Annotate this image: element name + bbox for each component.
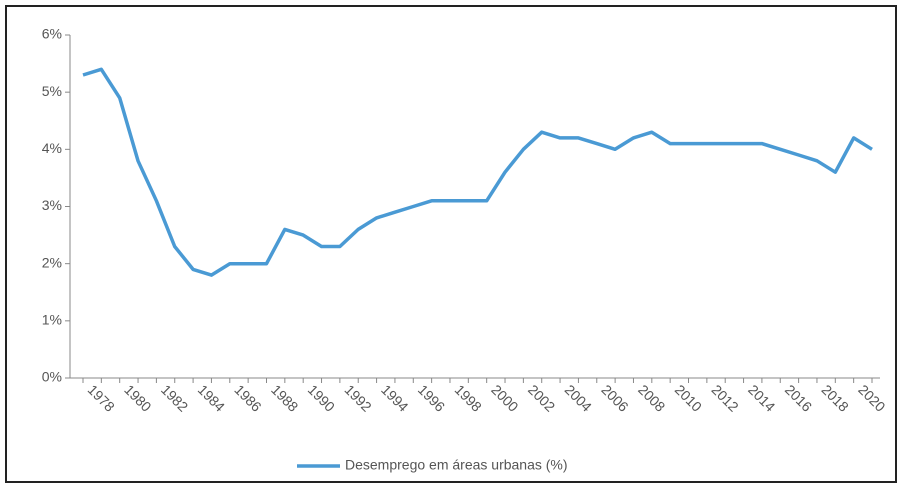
y-tick-label: 5%	[42, 83, 62, 99]
x-tick-label: 1988	[268, 381, 301, 414]
x-tick-label: 2020	[855, 381, 888, 414]
x-tick-label: 1996	[415, 381, 448, 414]
x-tick-label: 1980	[121, 381, 154, 414]
x-tick-label: 1992	[341, 381, 374, 414]
y-tick-label: 2%	[42, 254, 62, 270]
y-tick-label: 0%	[42, 369, 62, 385]
y-tick-label: 4%	[42, 140, 62, 156]
y-tick-label: 3%	[42, 197, 62, 213]
x-tick-label: 1994	[378, 381, 411, 414]
x-tick-label: 2004	[562, 381, 595, 414]
y-tick-label: 1%	[42, 312, 62, 328]
x-tick-label: 2006	[598, 381, 631, 414]
x-tick-label: 2014	[745, 381, 778, 414]
y-tick-label: 6%	[42, 26, 62, 42]
line-series	[82, 67, 873, 277]
x-tick-label: 2016	[782, 381, 815, 414]
legend-label: Desemprego em áreas urbanas (%)	[345, 457, 568, 473]
x-tick-label: 1998	[452, 381, 485, 414]
x-tick-label: 2010	[672, 381, 705, 414]
x-tick-label: 1982	[158, 381, 191, 414]
x-tick-label: 2012	[708, 381, 741, 414]
x-tick-label: 2000	[488, 381, 521, 414]
x-tick-label: 1986	[231, 381, 264, 414]
x-tick-label: 1978	[85, 381, 118, 414]
x-tick-label: 1990	[305, 381, 338, 414]
x-tick-label: 1984	[195, 381, 228, 414]
x-tick-label: 2002	[525, 381, 558, 414]
x-tick-label: 2018	[819, 381, 852, 414]
x-tick-label: 2008	[635, 381, 668, 414]
frame	[5, 5, 897, 483]
